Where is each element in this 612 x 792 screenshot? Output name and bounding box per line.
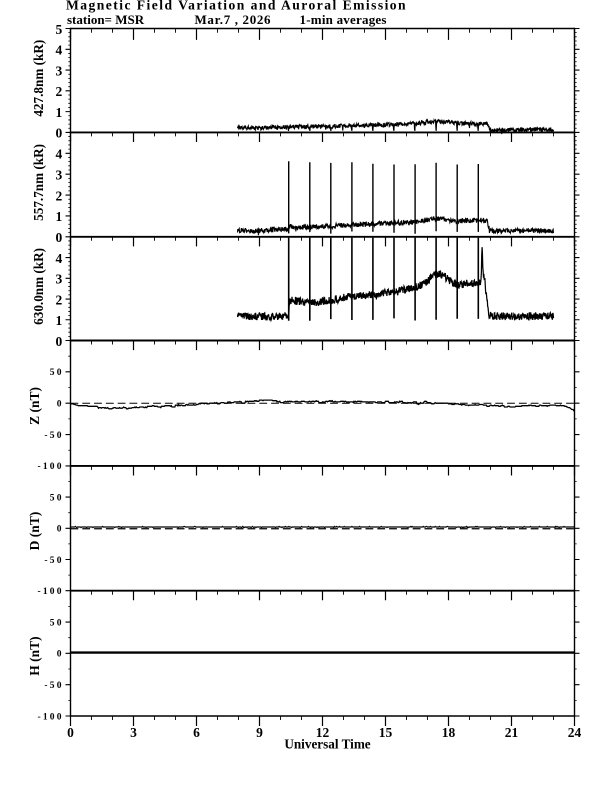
svg-text:-100: -100 xyxy=(37,462,63,472)
svg-text:Z (nT): Z (nT) xyxy=(27,387,42,425)
svg-text:4: 4 xyxy=(56,251,63,266)
svg-text:Universal Time: Universal Time xyxy=(284,736,370,751)
svg-text:0: 0 xyxy=(56,334,63,349)
svg-text:2: 2 xyxy=(56,292,63,307)
svg-text:9: 9 xyxy=(256,725,263,740)
svg-text:0: 0 xyxy=(57,525,64,535)
svg-text:0: 0 xyxy=(56,126,63,141)
svg-text:H (nT): H (nT) xyxy=(27,636,42,675)
svg-text:4: 4 xyxy=(56,147,63,162)
svg-text:-100: -100 xyxy=(37,587,63,597)
svg-text:630.0nm (kR): 630.0nm (kR) xyxy=(31,248,46,325)
svg-text:3: 3 xyxy=(56,168,63,183)
svg-text:2: 2 xyxy=(56,84,63,99)
svg-text:1-min averages: 1-min averages xyxy=(300,12,387,27)
svg-text:6: 6 xyxy=(193,725,200,740)
svg-text:D (nT): D (nT) xyxy=(27,512,42,551)
svg-text:4: 4 xyxy=(56,43,63,58)
svg-text:50: 50 xyxy=(50,618,64,628)
svg-text:0: 0 xyxy=(57,650,64,660)
svg-text:3: 3 xyxy=(130,725,137,740)
svg-text:1: 1 xyxy=(56,313,63,328)
svg-text:0: 0 xyxy=(57,400,64,410)
svg-text:50: 50 xyxy=(50,493,64,503)
svg-text:3: 3 xyxy=(56,272,63,287)
svg-text:1: 1 xyxy=(56,209,63,224)
svg-text:0: 0 xyxy=(67,725,74,740)
svg-text:3: 3 xyxy=(56,63,63,78)
svg-text:Magnetic Field Variation and A: Magnetic Field Variation and Auroral Emi… xyxy=(66,0,407,13)
svg-text:50: 50 xyxy=(50,368,64,378)
svg-text:0: 0 xyxy=(56,230,63,245)
svg-text:557.7nm (kR): 557.7nm (kR) xyxy=(31,144,46,221)
svg-text:2: 2 xyxy=(56,188,63,203)
svg-text:1: 1 xyxy=(56,105,63,120)
svg-text:12: 12 xyxy=(316,725,330,740)
svg-text:Mar.7 , 2026: Mar.7 , 2026 xyxy=(195,12,272,27)
svg-text:15: 15 xyxy=(379,725,393,740)
svg-text:18: 18 xyxy=(442,725,456,740)
svg-text:427.8nm (kR): 427.8nm (kR) xyxy=(31,40,46,117)
svg-text:-100: -100 xyxy=(37,712,63,722)
svg-text:-50: -50 xyxy=(44,681,63,691)
svg-text:5: 5 xyxy=(56,22,63,37)
svg-text:station= MSR: station= MSR xyxy=(67,12,145,27)
svg-text:-50: -50 xyxy=(44,431,63,441)
svg-text:-50: -50 xyxy=(44,556,63,566)
svg-text:21: 21 xyxy=(505,725,519,740)
svg-text:24: 24 xyxy=(568,725,582,740)
